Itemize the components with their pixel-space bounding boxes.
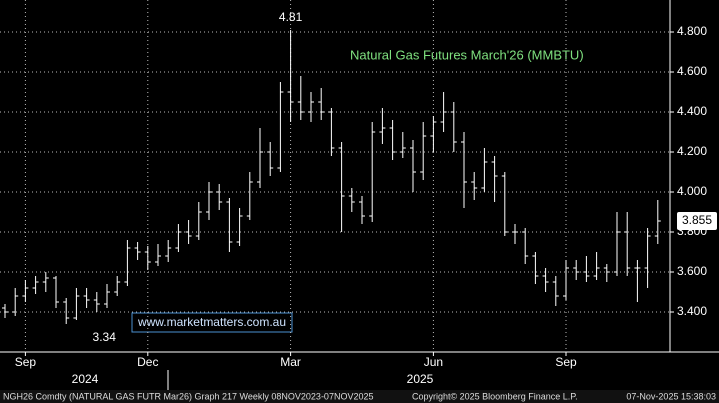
y-tick-label: 4.800 (677, 24, 707, 38)
footer-bar (0, 390, 719, 403)
high-annotation: 4.81 (279, 10, 303, 24)
footer-left: NGH26 Comdty (NATURAL GAS FUTR Mar26) Gr… (3, 391, 373, 401)
last-price-box (677, 212, 717, 230)
footer-center: Copyright© 2025 Bloomberg Finance L.P. (412, 391, 578, 401)
last-price-label: 3.855 (682, 213, 712, 227)
y-tick-label: 4.200 (677, 144, 707, 158)
x-tick-label: Dec (137, 355, 158, 369)
watermark-box (131, 312, 293, 333)
y-tick-label: 4.600 (677, 64, 707, 78)
x-tick-label: Sep (15, 355, 37, 369)
x-tick-label: Mar (280, 355, 301, 369)
y-tick-label: 3.400 (677, 304, 707, 318)
year-label: 2024 (72, 372, 99, 386)
footer-right: 07-Nov-2025 15:38:03 (626, 391, 716, 401)
y-tick-label: 3.600 (677, 264, 707, 278)
x-tick-label: Sep (555, 355, 577, 369)
x-tick-label: Jun (424, 355, 443, 369)
y-tick-label: 4.400 (677, 104, 707, 118)
year-label: 2025 (407, 372, 434, 386)
y-tick-label: 4.000 (677, 184, 707, 198)
low-annotation: 3.34 (93, 330, 117, 344)
watermark: www.marketmatters.com.au (137, 315, 286, 329)
chart-title: Natural Gas Futures March'26 (MMBTU) (350, 47, 584, 62)
